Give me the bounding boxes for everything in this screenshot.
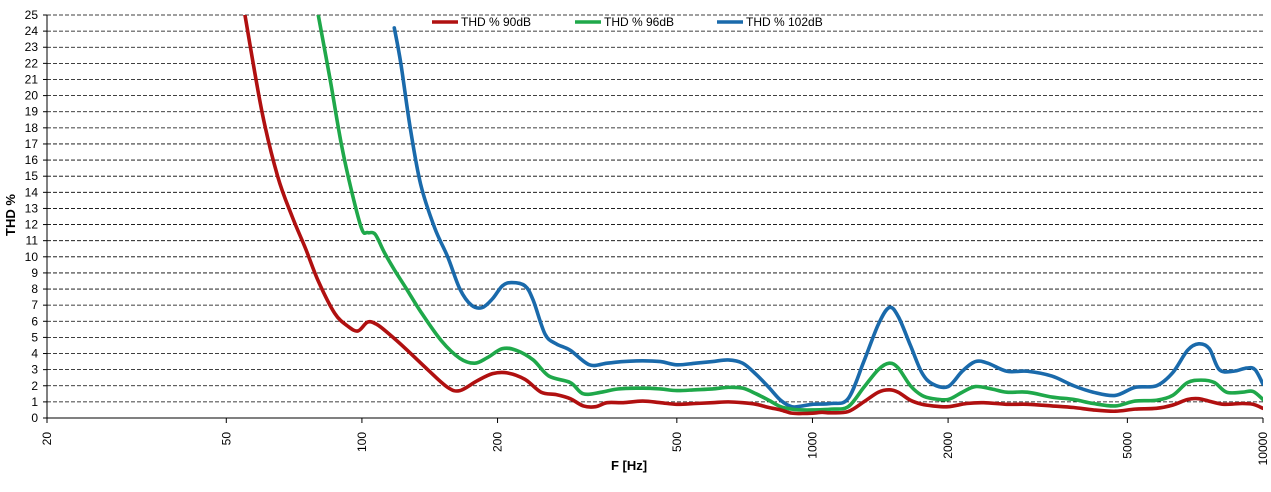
y-tick-label-12: 12 [25,218,39,232]
x-tick-label-500: 500 [670,432,684,452]
legend-label-2: THD % 96dB [604,15,674,29]
y-tick-label-24: 24 [25,24,39,38]
y-axis-title: THD % [3,194,18,236]
x-axis-title: F [Hz] [611,458,647,473]
y-tick-label-22: 22 [25,56,39,70]
series-line-2 [316,15,1263,412]
x-tick-label-5000: 5000 [1120,432,1134,459]
y-tick-label-20: 20 [25,89,39,103]
y-tick-label-1: 1 [31,395,38,409]
y-tick-label-21: 21 [25,72,39,86]
series-line-3 [392,26,1263,409]
y-tick-label-7: 7 [31,298,38,312]
y-tick-label-18: 18 [25,121,39,135]
y-tick-label-16: 16 [25,153,39,167]
series-layer [243,15,1263,416]
y-tick-label-5: 5 [31,330,38,344]
y-tick-label-23: 23 [25,40,39,54]
y-tick-label-13: 13 [25,201,39,215]
y-tick-label-4: 4 [31,347,38,361]
legend-label-1: THD % 90dB [461,15,531,29]
y-tick-label-2: 2 [31,379,38,393]
y-tick-label-17: 17 [25,137,39,151]
y-tick-label-0: 0 [31,411,38,425]
grid-layer [47,14,1263,403]
x-tick-label-50: 50 [219,432,233,446]
x-tick-label-20: 20 [40,432,54,446]
y-tick-label-6: 6 [31,314,38,328]
y-tick-label-8: 8 [31,282,38,296]
axis-layer: 0123456789101112131415161718192021222324… [25,8,1270,465]
x-tick-label-200: 200 [491,432,505,452]
y-tick-label-3: 3 [31,363,38,377]
series-line-1 [243,15,1263,416]
x-tick-label-10000: 10000 [1256,432,1270,466]
y-tick-label-19: 19 [25,105,39,119]
x-tick-label-1000: 1000 [805,432,819,459]
legend: THD % 90dB THD % 96dB THD % 102dB [432,15,823,29]
y-tick-label-10: 10 [25,250,39,264]
legend-label-3: THD % 102dB [746,15,823,29]
y-tick-label-15: 15 [25,169,39,183]
x-tick-label-100: 100 [355,432,369,452]
x-tick-label-2000: 2000 [941,432,955,459]
y-tick-label-9: 9 [31,266,38,280]
y-tick-label-14: 14 [25,185,39,199]
y-tick-label-11: 11 [26,234,39,248]
y-tick-label-25: 25 [25,8,39,22]
